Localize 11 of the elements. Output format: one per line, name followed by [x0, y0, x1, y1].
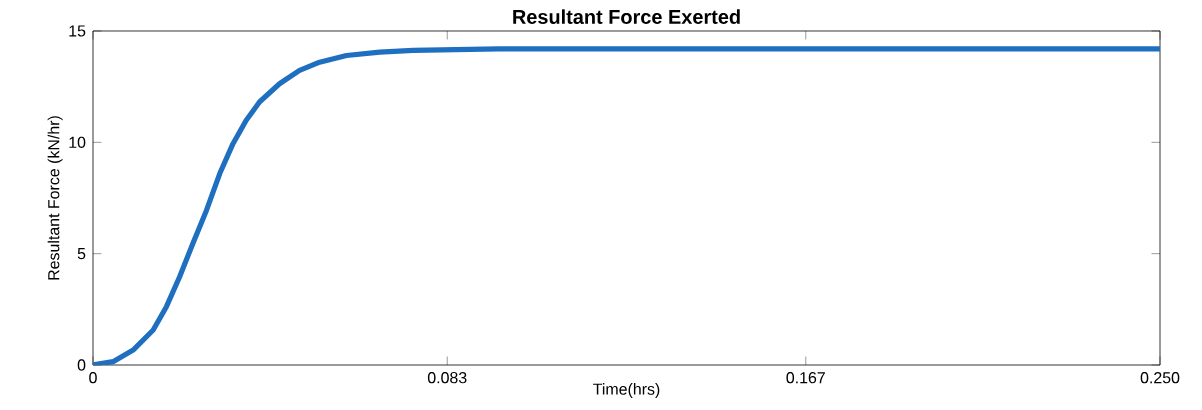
y-axis-title: Resultant Force (kN/hr) [47, 116, 63, 280]
y-tick-label: 5 [77, 248, 86, 260]
x-tick-label: 0.250 [1140, 372, 1180, 384]
x-tick-label: 0.167 [786, 372, 825, 384]
x-axis-title: Time(hrs) [593, 383, 660, 398]
y-tick-label: 15 [69, 25, 86, 37]
x-tick-label: 0.083 [427, 372, 467, 384]
x-tick-label: 0 [89, 372, 97, 384]
y-tick-label: 10 [69, 136, 86, 148]
chart-title: Resultant Force Exerted [513, 9, 740, 24]
y-tick-label: 0 [77, 359, 86, 371]
